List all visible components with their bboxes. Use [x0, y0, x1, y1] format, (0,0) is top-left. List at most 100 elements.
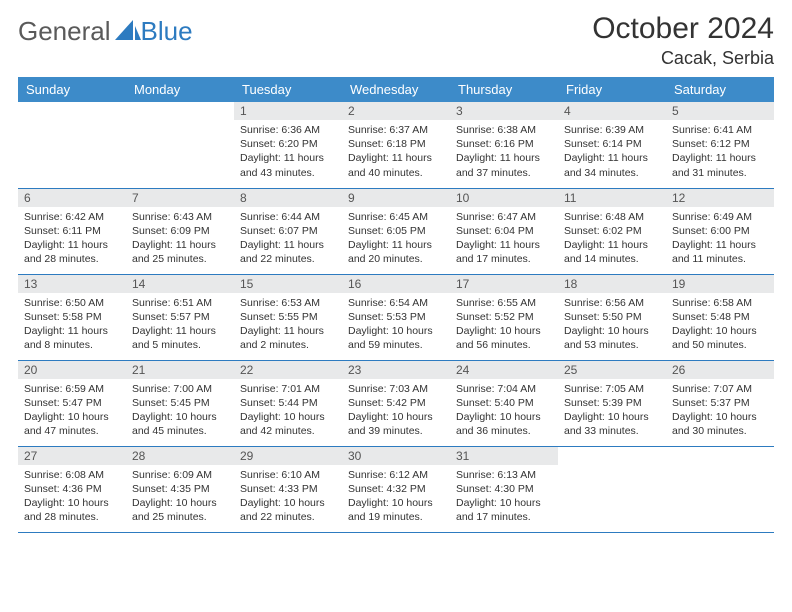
calendar-cell: 7Sunrise: 6:43 AMSunset: 6:09 PMDaylight… — [126, 188, 234, 274]
day-number: 6 — [18, 189, 126, 207]
calendar-row: ....1Sunrise: 6:36 AMSunset: 6:20 PMDayl… — [18, 102, 774, 188]
calendar-cell: 27Sunrise: 6:08 AMSunset: 4:36 PMDayligh… — [18, 446, 126, 532]
calendar-head: SundayMondayTuesdayWednesdayThursdayFrid… — [18, 77, 774, 102]
calendar-cell: .. — [18, 102, 126, 188]
calendar-cell: 21Sunrise: 7:00 AMSunset: 5:45 PMDayligh… — [126, 360, 234, 446]
day-content: Sunrise: 6:56 AMSunset: 5:50 PMDaylight:… — [558, 293, 666, 357]
day-number: 7 — [126, 189, 234, 207]
day-number: 4 — [558, 102, 666, 120]
day-number: 27 — [18, 447, 126, 465]
day-content: Sunrise: 6:49 AMSunset: 6:00 PMDaylight:… — [666, 207, 774, 271]
title-block: October 2024 Cacak, Serbia — [592, 12, 774, 69]
day-content: Sunrise: 7:03 AMSunset: 5:42 PMDaylight:… — [342, 379, 450, 443]
calendar-cell: 22Sunrise: 7:01 AMSunset: 5:44 PMDayligh… — [234, 360, 342, 446]
day-content: Sunrise: 6:41 AMSunset: 6:12 PMDaylight:… — [666, 120, 774, 184]
day-number: 5 — [666, 102, 774, 120]
calendar-cell: 10Sunrise: 6:47 AMSunset: 6:04 PMDayligh… — [450, 188, 558, 274]
calendar-cell: 25Sunrise: 7:05 AMSunset: 5:39 PMDayligh… — [558, 360, 666, 446]
weekday-header: Tuesday — [234, 77, 342, 102]
calendar-cell: 9Sunrise: 6:45 AMSunset: 6:05 PMDaylight… — [342, 188, 450, 274]
logo: General Blue — [18, 12, 193, 47]
day-content: Sunrise: 6:51 AMSunset: 5:57 PMDaylight:… — [126, 293, 234, 357]
calendar-cell: 1Sunrise: 6:36 AMSunset: 6:20 PMDaylight… — [234, 102, 342, 188]
calendar-cell: 13Sunrise: 6:50 AMSunset: 5:58 PMDayligh… — [18, 274, 126, 360]
day-number: 15 — [234, 275, 342, 293]
calendar-cell: 3Sunrise: 6:38 AMSunset: 6:16 PMDaylight… — [450, 102, 558, 188]
day-number: 18 — [558, 275, 666, 293]
calendar-body: ....1Sunrise: 6:36 AMSunset: 6:20 PMDayl… — [18, 102, 774, 532]
day-number: 1 — [234, 102, 342, 120]
calendar-cell: 5Sunrise: 6:41 AMSunset: 6:12 PMDaylight… — [666, 102, 774, 188]
day-number: 17 — [450, 275, 558, 293]
calendar-cell: 18Sunrise: 6:56 AMSunset: 5:50 PMDayligh… — [558, 274, 666, 360]
day-content: Sunrise: 6:42 AMSunset: 6:11 PMDaylight:… — [18, 207, 126, 271]
calendar-row: 6Sunrise: 6:42 AMSunset: 6:11 PMDaylight… — [18, 188, 774, 274]
day-content: Sunrise: 6:48 AMSunset: 6:02 PMDaylight:… — [558, 207, 666, 271]
calendar-cell: 14Sunrise: 6:51 AMSunset: 5:57 PMDayligh… — [126, 274, 234, 360]
calendar-cell: 29Sunrise: 6:10 AMSunset: 4:33 PMDayligh… — [234, 446, 342, 532]
weekday-header: Sunday — [18, 77, 126, 102]
day-content: Sunrise: 7:05 AMSunset: 5:39 PMDaylight:… — [558, 379, 666, 443]
day-content: Sunrise: 6:59 AMSunset: 5:47 PMDaylight:… — [18, 379, 126, 443]
logo-sail-icon — [115, 16, 141, 47]
weekday-header: Saturday — [666, 77, 774, 102]
day-number: 21 — [126, 361, 234, 379]
weekday-header: Thursday — [450, 77, 558, 102]
calendar-cell: 26Sunrise: 7:07 AMSunset: 5:37 PMDayligh… — [666, 360, 774, 446]
header: General Blue October 2024 Cacak, Serbia — [18, 12, 774, 69]
weekday-header: Wednesday — [342, 77, 450, 102]
weekday-header: Monday — [126, 77, 234, 102]
day-number: 14 — [126, 275, 234, 293]
day-number: 31 — [450, 447, 558, 465]
day-content: Sunrise: 6:13 AMSunset: 4:30 PMDaylight:… — [450, 465, 558, 529]
day-content: Sunrise: 6:54 AMSunset: 5:53 PMDaylight:… — [342, 293, 450, 357]
day-content: Sunrise: 6:44 AMSunset: 6:07 PMDaylight:… — [234, 207, 342, 271]
day-content: Sunrise: 7:04 AMSunset: 5:40 PMDaylight:… — [450, 379, 558, 443]
day-number: 11 — [558, 189, 666, 207]
day-number: 26 — [666, 361, 774, 379]
calendar-cell: 31Sunrise: 6:13 AMSunset: 4:30 PMDayligh… — [450, 446, 558, 532]
day-number: 12 — [666, 189, 774, 207]
day-number: 30 — [342, 447, 450, 465]
day-content: Sunrise: 6:09 AMSunset: 4:35 PMDaylight:… — [126, 465, 234, 529]
location: Cacak, Serbia — [592, 48, 774, 69]
calendar-row: 13Sunrise: 6:50 AMSunset: 5:58 PMDayligh… — [18, 274, 774, 360]
day-content: Sunrise: 6:10 AMSunset: 4:33 PMDaylight:… — [234, 465, 342, 529]
day-content: Sunrise: 7:01 AMSunset: 5:44 PMDaylight:… — [234, 379, 342, 443]
calendar-cell: 15Sunrise: 6:53 AMSunset: 5:55 PMDayligh… — [234, 274, 342, 360]
day-number: 24 — [450, 361, 558, 379]
day-number: 20 — [18, 361, 126, 379]
day-number: 16 — [342, 275, 450, 293]
day-content: Sunrise: 6:47 AMSunset: 6:04 PMDaylight:… — [450, 207, 558, 271]
day-number: 25 — [558, 361, 666, 379]
day-content: Sunrise: 6:45 AMSunset: 6:05 PMDaylight:… — [342, 207, 450, 271]
calendar-cell: 20Sunrise: 6:59 AMSunset: 5:47 PMDayligh… — [18, 360, 126, 446]
calendar-cell: 11Sunrise: 6:48 AMSunset: 6:02 PMDayligh… — [558, 188, 666, 274]
day-content: Sunrise: 6:12 AMSunset: 4:32 PMDaylight:… — [342, 465, 450, 529]
calendar-cell: .. — [666, 446, 774, 532]
day-content: Sunrise: 6:39 AMSunset: 6:14 PMDaylight:… — [558, 120, 666, 184]
day-content: Sunrise: 6:08 AMSunset: 4:36 PMDaylight:… — [18, 465, 126, 529]
logo-text-2: Blue — [141, 16, 193, 47]
calendar-row: 20Sunrise: 6:59 AMSunset: 5:47 PMDayligh… — [18, 360, 774, 446]
day-content: Sunrise: 6:50 AMSunset: 5:58 PMDaylight:… — [18, 293, 126, 357]
day-number: 23 — [342, 361, 450, 379]
calendar-cell: 12Sunrise: 6:49 AMSunset: 6:00 PMDayligh… — [666, 188, 774, 274]
calendar-cell: .. — [558, 446, 666, 532]
day-number: 19 — [666, 275, 774, 293]
calendar-cell: 19Sunrise: 6:58 AMSunset: 5:48 PMDayligh… — [666, 274, 774, 360]
calendar-cell: 2Sunrise: 6:37 AMSunset: 6:18 PMDaylight… — [342, 102, 450, 188]
calendar-cell: .. — [126, 102, 234, 188]
day-content: Sunrise: 7:00 AMSunset: 5:45 PMDaylight:… — [126, 379, 234, 443]
calendar-cell: 6Sunrise: 6:42 AMSunset: 6:11 PMDaylight… — [18, 188, 126, 274]
day-content: Sunrise: 6:36 AMSunset: 6:20 PMDaylight:… — [234, 120, 342, 184]
day-number: 8 — [234, 189, 342, 207]
day-number: 2 — [342, 102, 450, 120]
weekday-header: Friday — [558, 77, 666, 102]
calendar-cell: 16Sunrise: 6:54 AMSunset: 5:53 PMDayligh… — [342, 274, 450, 360]
day-number: 13 — [18, 275, 126, 293]
calendar-cell: 8Sunrise: 6:44 AMSunset: 6:07 PMDaylight… — [234, 188, 342, 274]
day-number: 29 — [234, 447, 342, 465]
calendar-table: SundayMondayTuesdayWednesdayThursdayFrid… — [18, 77, 774, 533]
calendar-row: 27Sunrise: 6:08 AMSunset: 4:36 PMDayligh… — [18, 446, 774, 532]
